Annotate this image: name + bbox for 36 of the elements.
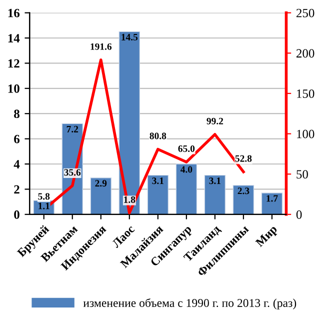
data-label: 1.1 [38,202,50,210]
data-label: 3.1 [209,178,221,184]
data-label: 2.3 [238,188,250,194]
bar [176,164,198,214]
y-tick-label: 16 [8,8,20,18]
data-label: 14.5 [122,34,138,40]
y-tick-label: 14 [8,34,20,42]
data-label: 191.6 [90,43,112,50]
y-tick-label: 10 [8,84,20,93]
data-label: 3.1 [152,178,164,184]
data-label: 35.6 [64,169,81,176]
y-tick-label: 2 [14,185,20,194]
data-label: 7.2 [66,126,78,132]
data-label: 99.2 [206,118,224,124]
data-label: 5.8 [38,193,50,200]
data-label: 80.8 [150,132,166,140]
data-label: 52.8 [235,155,252,162]
y-tick-label: 6 [14,134,20,144]
y2-tick-label: 200 [296,49,314,58]
data-label: 1.7 [266,195,278,202]
data-label: 1.8 [124,196,136,203]
y-tick-label: 4 [14,160,20,168]
y2-tick-label: 50 [296,170,308,179]
y-tick-label: 8 [14,110,20,118]
x-tick-label: Мир [255,224,280,249]
bar [118,31,140,214]
y2-tick-label: 150 [297,89,314,98]
data-label: 65.0 [178,145,195,152]
legend-label: изменение объема с 1990 г. по 2013 г. (раз) [83,298,296,310]
y2-tick-label: 0 [296,210,302,219]
y2-tick-label: 100 [297,130,314,138]
y-tick-label: 12 [8,59,20,68]
y2-tick-label: 250 [296,8,314,18]
data-label: 2.9 [95,180,107,187]
data-label: 4.0 [180,166,192,173]
y-tick-label: 0 [14,210,20,219]
